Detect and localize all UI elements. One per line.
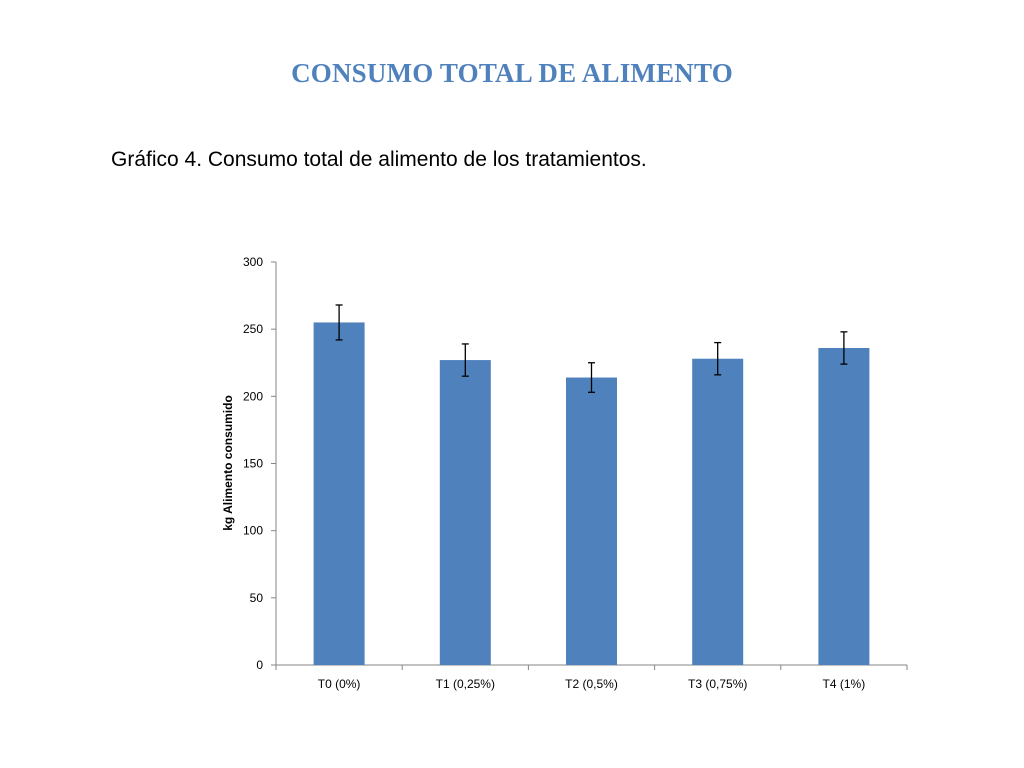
bar xyxy=(818,347,870,665)
chart-caption: Gráfico 4. Consumo total de alimento de … xyxy=(111,148,647,171)
y-tick-label: 50 xyxy=(250,591,264,605)
error-bar xyxy=(840,331,848,365)
bar xyxy=(313,322,365,665)
bar xyxy=(692,358,744,665)
y-tick-label: 100 xyxy=(243,524,263,538)
error-bar xyxy=(461,343,469,377)
y-axis-title: kg Alimento consumido xyxy=(221,395,235,531)
x-tick-label: T0 (0%) xyxy=(318,677,361,691)
slide-title: CONSUMO TOTAL DE ALIMENTO xyxy=(291,58,733,88)
y-axis: 0 50 100 150 200 250 300 xyxy=(243,255,277,672)
x-tick-label: T1 (0,25%) xyxy=(436,677,495,691)
error-bar xyxy=(588,362,595,393)
x-tick-label: T4 (1%) xyxy=(823,677,866,691)
bar xyxy=(439,360,491,665)
error-bar xyxy=(335,304,343,341)
x-tick-label: T2 (0,5%) xyxy=(565,677,618,691)
error-bar xyxy=(714,341,722,376)
y-tick-label: 0 xyxy=(256,658,263,672)
y-tick-label: 250 xyxy=(243,322,263,336)
error-bars xyxy=(335,304,848,393)
x-axis: T0 (0%) T1 (0,25%) T2 (0,5%) T3 (0,75%) T4 (… xyxy=(275,664,908,691)
y-tick-label: 300 xyxy=(243,255,263,269)
bar xyxy=(566,377,617,665)
x-tick-label: T3 (0,75%) xyxy=(688,677,747,691)
y-tick-label: 150 xyxy=(243,457,263,471)
bars xyxy=(313,322,870,665)
y-tick-label: 200 xyxy=(243,389,263,403)
